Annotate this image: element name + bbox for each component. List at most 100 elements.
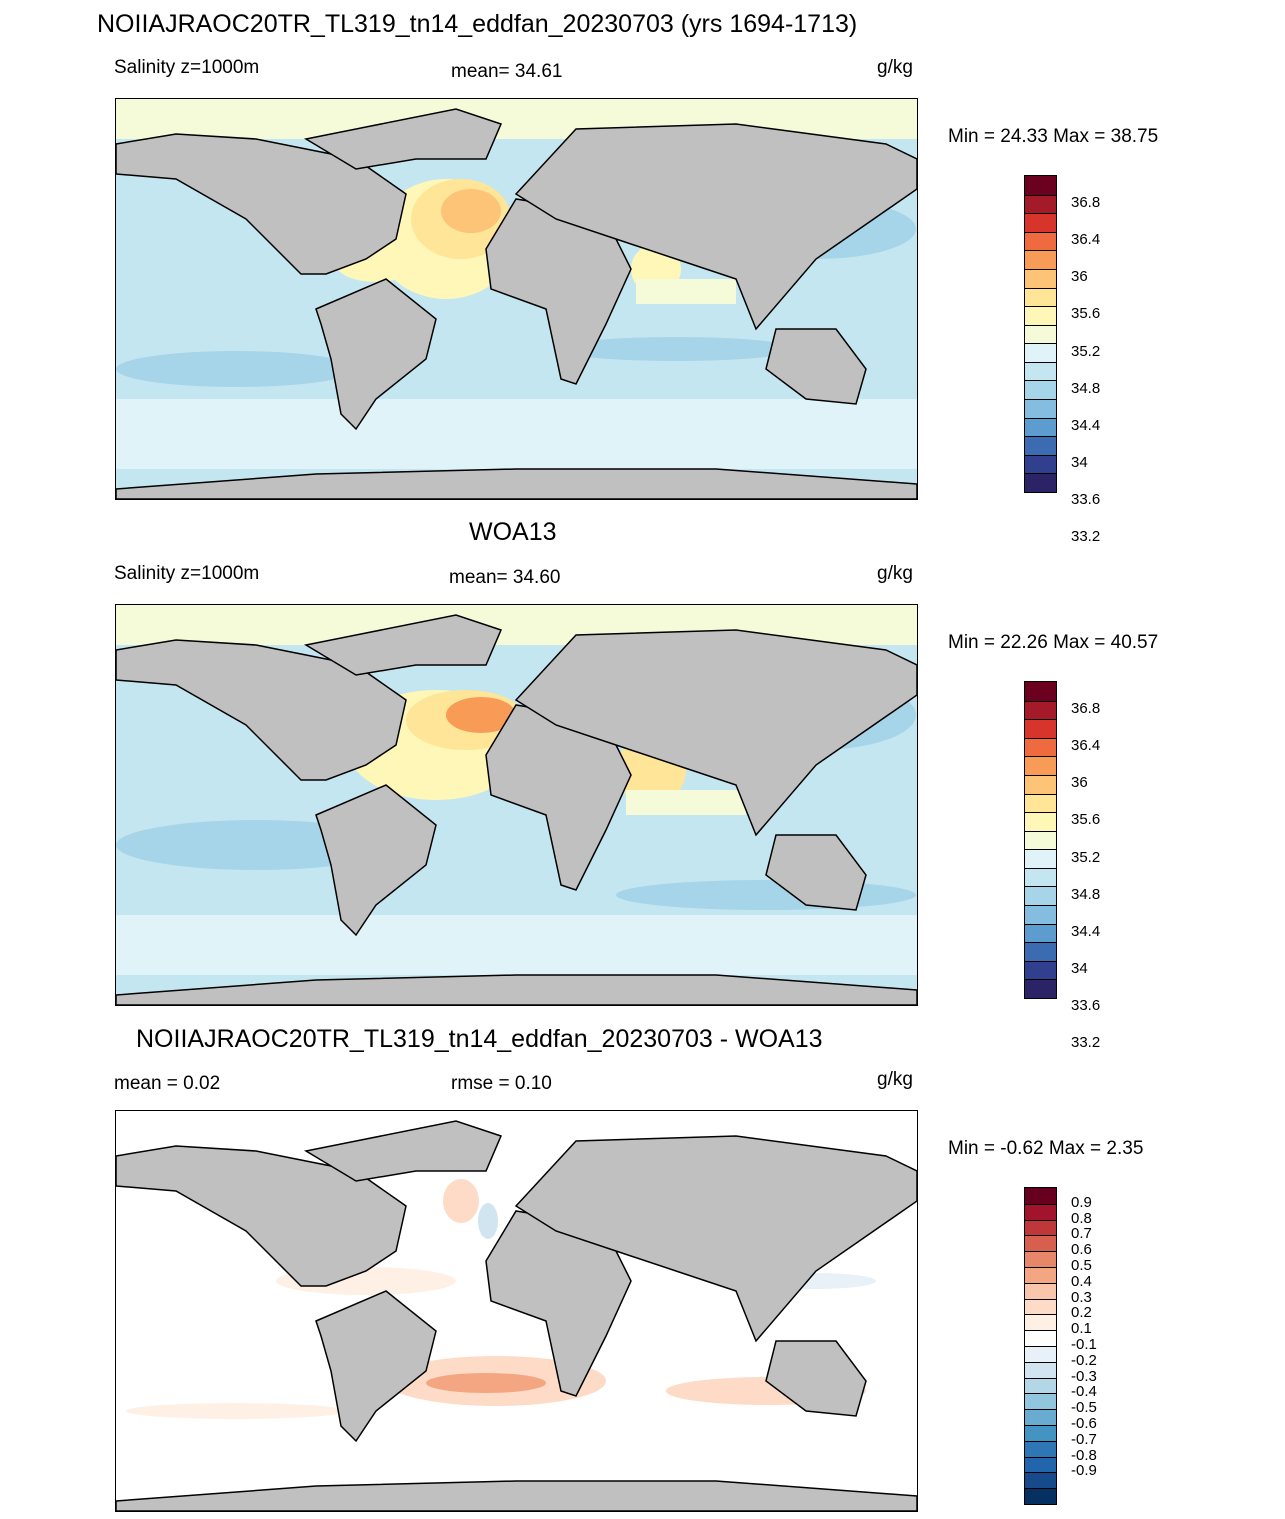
colorbar-swatch [1025,1298,1056,1315]
colorbar-swatch [1025,287,1056,307]
colorbar-swatch [1025,737,1056,757]
panel2-map [115,604,918,1006]
panel2-continents [116,614,917,1005]
colorbar-swatch [1025,905,1056,924]
colorbar-swatch [1025,268,1056,288]
colorbar-swatch [1025,176,1056,195]
colorbar-swatch [1025,1219,1056,1236]
panel1-minmax: Min = 24.33 Max = 38.75 [948,126,1159,147]
colorbar-swatch [1025,1251,1056,1267]
colorbar-swatch [1025,719,1056,738]
colorbar-swatch [1025,682,1056,701]
colorbar-swatch [1025,1361,1056,1378]
colorbar-swatch [1025,886,1056,906]
colorbar-swatch [1025,1377,1056,1394]
colorbar-swatch [1025,793,1056,813]
colorbar-swatch [1025,1267,1056,1283]
colorbar-swatch [1025,1330,1056,1346]
panel3-title: NOIIAJRAOC20TR_TL319_tn14_eddfan_2023070… [136,1025,823,1053]
colorbar-swatch [1025,849,1056,868]
colorbar-tick-label: -0.6 [1071,1415,1097,1432]
colorbar-tick-label: 34.8 [1071,885,1101,903]
colorbar-swatch [1025,942,1056,961]
colorbar-tick-label: 33.6 [1071,491,1101,509]
colorbar-swatch [1025,1425,1056,1441]
colorbar-tick-label: 0.2 [1071,1304,1092,1322]
colorbar-swatch [1025,361,1056,381]
colorbar-swatch [1025,399,1056,418]
panel2-units: g/kg [877,563,913,584]
panel2-mean-label: mean= 34.60 [449,567,561,588]
colorbar-tick-label: 36 [1071,268,1088,286]
panel3-mean-label: mean = 0.02 [114,1073,221,1094]
panel1-units: g/kg [877,57,913,78]
colorbar-swatch [1025,324,1056,344]
colorbar-tick-label: 36.8 [1071,193,1101,211]
colorbar-tick-label: 0.6 [1071,1241,1092,1259]
panel1-title: NOIIAJRAOC20TR_TL319_tn14_eddfan_2023070… [97,10,858,38]
colorbar-tick-label: 33.6 [1071,997,1101,1015]
colorbar-swatch [1025,812,1056,831]
colorbar-tick-label: 34.8 [1071,379,1101,397]
colorbar-swatch [1025,194,1056,214]
colorbar-tick-label: 0.3 [1071,1288,1092,1306]
panel1-map-svg [116,99,917,499]
colorbar-tick-label: -0.4 [1071,1383,1097,1401]
colorbar-tick-label: -0.1 [1071,1336,1097,1353]
colorbar-tick-label: 35.6 [1071,305,1101,323]
colorbar-tick-label: 36.8 [1071,699,1101,717]
colorbar-tick-label: 0.9 [1071,1193,1092,1211]
panel2-colorbar [1024,681,1057,999]
colorbar-tick-label: 33.2 [1071,528,1101,546]
panel2-variable-label: Salinity z=1000m [114,563,260,584]
colorbar-swatch [1025,867,1056,887]
panel1-map [115,98,918,500]
colorbar-swatch [1025,1346,1056,1362]
colorbar-tick-label: 0.1 [1071,1320,1092,1338]
colorbar-swatch [1025,380,1056,400]
colorbar-tick-label: 33.2 [1071,1034,1101,1052]
panel2-minmax: Min = 22.26 Max = 40.57 [948,632,1159,653]
colorbar-swatch [1025,436,1056,455]
colorbar-tick-label: -0.5 [1071,1399,1097,1417]
colorbar-tick-label: 0.7 [1071,1225,1092,1243]
colorbar-tick-label: 35.2 [1071,848,1101,866]
colorbar-tick-label: 35.2 [1071,342,1101,360]
panel3-map-svg [116,1111,917,1511]
panel2-title: WOA13 [469,518,557,546]
panel1-variable-label: Salinity z=1000m [114,57,260,78]
colorbar-tick-label: 34 [1071,454,1088,472]
colorbar-swatch [1025,1393,1056,1410]
colorbar-swatch [1025,1203,1056,1220]
colorbar-tick-label: 36 [1071,774,1088,792]
panel3-minmax: Min = -0.62 Max = 2.35 [948,1138,1144,1159]
colorbar-tick-label: 36.4 [1071,231,1101,249]
colorbar-tick-label: 34 [1071,960,1088,978]
colorbar-swatch [1025,1488,1056,1504]
colorbar-swatch [1025,343,1056,362]
colorbar-swatch [1025,1282,1056,1299]
panel3-rmse-label: rmse = 0.10 [451,1073,552,1094]
colorbar-tick-label: -0.9 [1071,1462,1097,1480]
panel3-continents [116,1120,917,1511]
colorbar-swatch [1025,774,1056,794]
colorbar-tick-label: -0.7 [1071,1430,1097,1448]
colorbar-swatch [1025,1456,1056,1473]
colorbar-swatch [1025,213,1056,232]
colorbar-tick-label: 35.6 [1071,811,1101,829]
colorbar-swatch [1025,923,1056,943]
colorbar-swatch [1025,960,1056,980]
panel2-map-svg [116,605,917,1005]
colorbar-swatch [1025,1440,1056,1457]
colorbar-swatch [1025,1188,1056,1204]
colorbar-tick-label: -0.2 [1071,1351,1097,1369]
colorbar-swatch [1025,250,1056,269]
colorbar-swatch [1025,1314,1056,1331]
colorbar-tick-label: 34.4 [1071,416,1101,434]
colorbar-swatch [1025,756,1056,775]
colorbar-swatch [1025,1235,1056,1252]
colorbar-swatch [1025,979,1056,998]
panel1-continents [116,108,917,499]
colorbar-swatch [1025,417,1056,437]
panel3-map [115,1110,918,1512]
